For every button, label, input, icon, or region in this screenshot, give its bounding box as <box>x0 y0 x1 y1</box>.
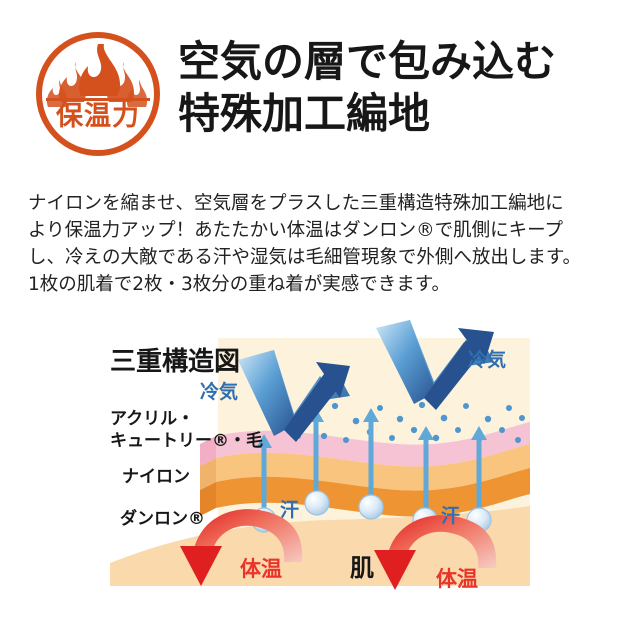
body-heat-arc-right <box>374 515 497 590</box>
cold-air-label-right: 冷気 <box>468 348 506 371</box>
layer-label-acrylic-2: キュートリー®・毛 <box>110 430 263 451</box>
sweat-label-right: 汗 <box>441 505 460 527</box>
heat-retention-badge: 保温力 <box>32 28 172 168</box>
body-heat-label-left: 体温 <box>240 557 282 581</box>
layer-label-acrylic-1: アクリル・ <box>110 409 194 429</box>
flame-icon <box>47 44 147 107</box>
cold-air-arrow-right <box>376 320 494 410</box>
cold-air-arrow-left <box>238 350 350 442</box>
layer-label-nylon: ナイロン <box>122 467 190 487</box>
headline-line-2: 特殊加工編地 <box>178 89 431 138</box>
sweat-arrows <box>261 418 482 514</box>
diagram-title: 三重構造図 <box>110 347 240 377</box>
body-heat-label-right: 体温 <box>436 567 478 591</box>
badge-divider <box>46 98 150 101</box>
description-line: し、冷えの大敵である汗や湿気は毛細管現象で外側へ放出します。 <box>28 247 581 268</box>
body-heat-arc-left <box>180 509 303 586</box>
triple-layer-diagram: 三重構造図 冷気 冷気 アクリル・ キュートリー®・毛 ナイロン ダンロン® 汗… <box>88 318 538 608</box>
layer-label-dunlon: ダンロン® <box>120 508 205 529</box>
description-line: ナイロンを縮ませ、空気層をプラスした三重構造特殊加工編地に <box>28 193 564 214</box>
page-title: 空気の層で包み込む 特殊加工編地 <box>178 36 628 140</box>
description-paragraph: ナイロンを縮ませ、空気層をプラスした三重構造特殊加工編地に より保温力アップ！あ… <box>28 190 618 298</box>
badge-label: 保温力 <box>56 101 140 132</box>
skin-label: 肌 <box>350 554 374 582</box>
header-section: 保温力 空気の層で包み込む 特殊加工編地 <box>0 0 640 180</box>
sweat-label-left: 汗 <box>280 499 299 521</box>
cold-air-label-left: 冷気 <box>200 380 238 403</box>
description-line: より保温力アップ！あたたかい体温はダンロン®で肌側にキープ <box>28 220 564 241</box>
description-line: 1枚の肌着で2枚・3枚分の重ね着が実感できます。 <box>28 274 450 295</box>
headline-line-1: 空気の層で包み込む <box>178 37 557 86</box>
